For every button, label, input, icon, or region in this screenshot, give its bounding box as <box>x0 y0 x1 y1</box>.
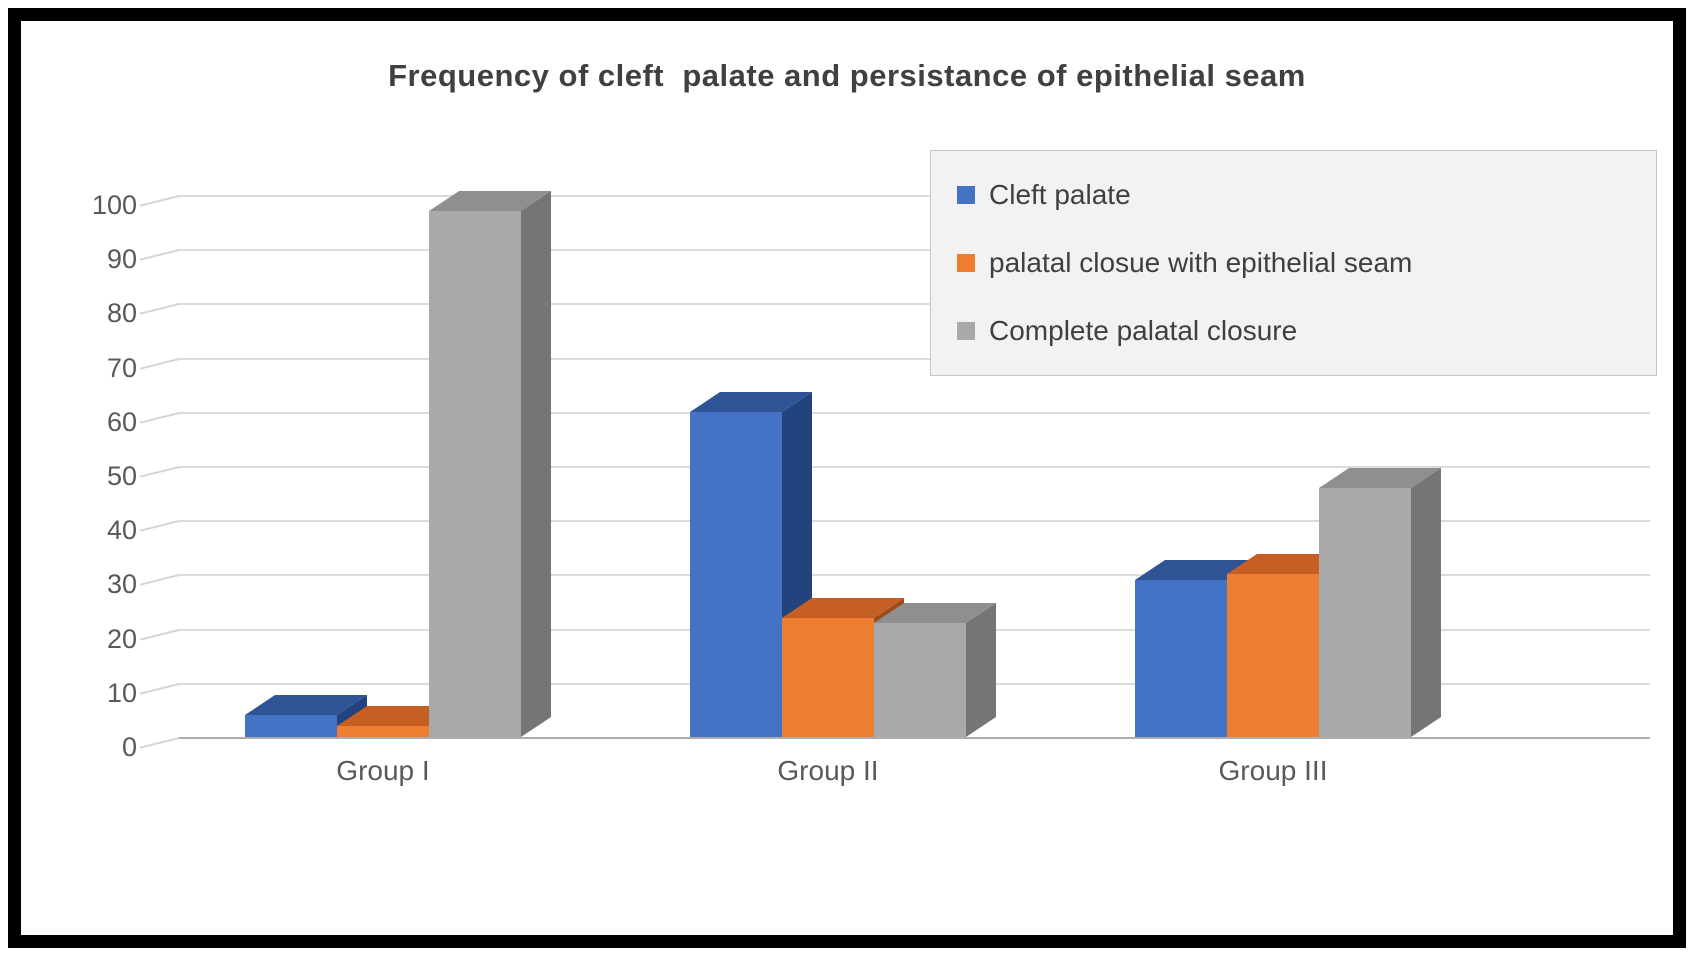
gridline-diagonal-10 <box>139 682 180 695</box>
bar-group-ii-series-2 <box>874 623 966 737</box>
y-tick-label-60: 60 <box>106 406 137 437</box>
category-label-3: Group III <box>1218 755 1328 786</box>
gridline-90 <box>179 249 1650 252</box>
legend-entry-epithelial-seam: palatal closue with epithelial seam <box>957 247 1646 279</box>
y-tick-label-10: 10 <box>106 677 137 708</box>
gridline-80 <box>179 303 1650 306</box>
legend-entry-cleft-palate: Cleft palate <box>957 179 1646 211</box>
gridline-diagonal-40 <box>139 520 180 532</box>
gridline-30 <box>179 574 1650 577</box>
y-tick-label-30: 30 <box>106 569 137 600</box>
y-tick-label-100: 100 <box>91 190 137 220</box>
gridline-40 <box>179 520 1650 523</box>
gridline-diagonal-60 <box>139 411 180 424</box>
gridline-60 <box>179 411 1650 414</box>
gridline-diagonal-100 <box>139 195 180 207</box>
gridline-diagonal-70 <box>139 357 180 370</box>
legend-label-epithelial-seam: palatal closue with epithelial seam <box>989 247 1413 278</box>
gridline-diagonal-80 <box>139 303 180 316</box>
y-tick-label-20: 20 <box>106 623 137 654</box>
gridline-diagonal-50 <box>139 466 180 478</box>
bar-group-i-series-0 <box>245 715 337 737</box>
y-tick-label-40: 40 <box>106 515 137 546</box>
y-tick-label-0: 0 <box>121 732 137 762</box>
bar-group-iii-series-1 <box>1227 574 1319 737</box>
gridline-70 <box>179 357 1650 360</box>
y-tick-label-70: 70 <box>106 352 137 383</box>
y-tick-label-90: 90 <box>106 244 137 275</box>
gridline-100 <box>179 195 1650 197</box>
chart-canvas: Frequency of cleft palate and persistanc… <box>21 21 1673 935</box>
y-tick-label-80: 80 <box>106 298 137 329</box>
legend-label-complete-closure: Complete palatal closure <box>989 315 1298 346</box>
gridline-diagonal-30 <box>139 574 180 587</box>
plot-area: 0 10 20 30 40 50 60 70 80 90 100 Group I Group II Gro… <box>21 21 1673 935</box>
legend-entry-complete-closure: Complete palatal closure <box>957 315 1646 347</box>
legend-marker-epithelial-seam <box>957 254 975 272</box>
category-label-1: Group I <box>336 755 430 786</box>
legend-marker-complete-closure <box>957 322 975 340</box>
category-label-2: Group II <box>777 755 879 786</box>
chart-title: Frequency of cleft palate and persistanc… <box>388 58 1306 93</box>
y-tick-label-50: 50 <box>106 461 137 491</box>
legend: Cleft palate palatal closue with epithel… <box>930 150 1657 376</box>
gridline-50 <box>179 466 1650 468</box>
chart-frame: Frequency of cleft palate and persistanc… <box>8 8 1686 948</box>
bar-group-ii-series-1 <box>782 617 874 737</box>
gridline-diagonal-90 <box>139 249 180 261</box>
bar-group-ii-series-0 <box>690 411 782 737</box>
bar-group-i-series-2 <box>429 211 521 737</box>
bar-group-i-series-1 <box>337 726 429 737</box>
gridline-0 <box>179 737 1650 739</box>
legend-marker-cleft-palate <box>957 186 975 204</box>
legend-label-cleft-palate: Cleft palate <box>989 179 1131 210</box>
gridline-diagonal-20 <box>139 628 180 641</box>
gridline-diagonal-0 <box>139 737 180 749</box>
bar-group-iii-series-0 <box>1135 579 1227 737</box>
bar-group-iii-series-2 <box>1319 487 1411 737</box>
